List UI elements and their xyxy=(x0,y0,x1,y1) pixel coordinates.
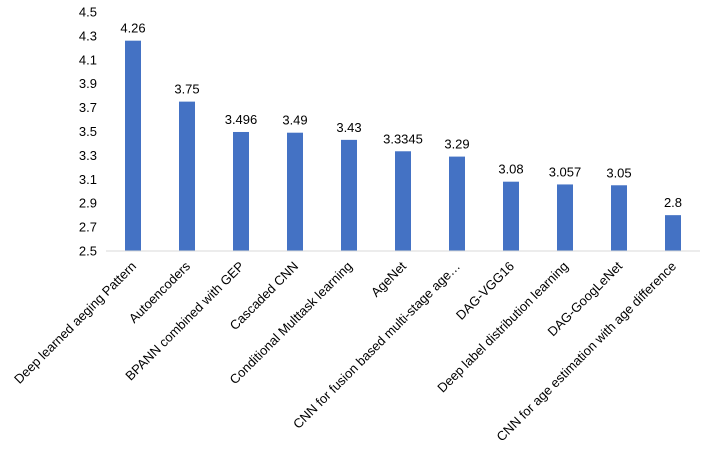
bar xyxy=(665,215,681,251)
x-axis: Deep learned aeging PatternAutoencodersB… xyxy=(11,250,700,444)
x-tick-label: AgeNet xyxy=(368,258,410,300)
bar xyxy=(233,131,249,251)
bar xyxy=(341,139,357,251)
y-tick-label: 2.9 xyxy=(79,196,97,211)
y-tick-label: 3.3 xyxy=(79,148,97,163)
data-label: 3.08 xyxy=(498,162,523,177)
data-label: 3.057 xyxy=(549,164,582,179)
data-label: 4.26 xyxy=(120,21,145,36)
bar xyxy=(125,40,141,252)
bar xyxy=(611,185,627,251)
data-label: 3.49 xyxy=(282,113,307,128)
y-axis: 2.5 2.7 2.9 3.1 3.3 3.5 3.7 3.9 4.1 4.3 4.5 xyxy=(79,5,97,259)
x-tick-label: Deep learned aeging Pattern xyxy=(11,259,139,387)
value-labels: 4.26 3.75 3.496 3.49 3.43 3.3345 3.29 3.08 3.057… xyxy=(120,21,682,210)
y-tick-label: 3.9 xyxy=(79,76,97,91)
y-tick-label: 4.3 xyxy=(79,28,97,43)
y-tick-label: 3.7 xyxy=(79,100,97,115)
data-label: 3.496 xyxy=(225,112,258,127)
data-label: 3.43 xyxy=(336,120,361,135)
bar xyxy=(395,151,411,251)
data-label: 3.29 xyxy=(444,137,469,152)
bars xyxy=(125,40,681,252)
bar xyxy=(449,156,465,251)
data-label: 3.3345 xyxy=(383,131,423,146)
y-tick-label: 4.5 xyxy=(79,5,97,20)
bar xyxy=(503,181,519,251)
data-label: 2.8 xyxy=(664,195,682,210)
y-tick-label: 2.5 xyxy=(79,244,97,259)
y-tick-label: 2.7 xyxy=(79,220,97,235)
data-label: 3.05 xyxy=(606,165,631,180)
data-label: 3.75 xyxy=(174,82,199,97)
y-tick-label: 4.1 xyxy=(79,52,97,67)
y-tick-label: 3.1 xyxy=(79,172,97,187)
bar xyxy=(179,101,195,251)
bar xyxy=(287,132,303,251)
y-tick-label: 3.5 xyxy=(79,124,97,139)
bar xyxy=(557,184,573,251)
